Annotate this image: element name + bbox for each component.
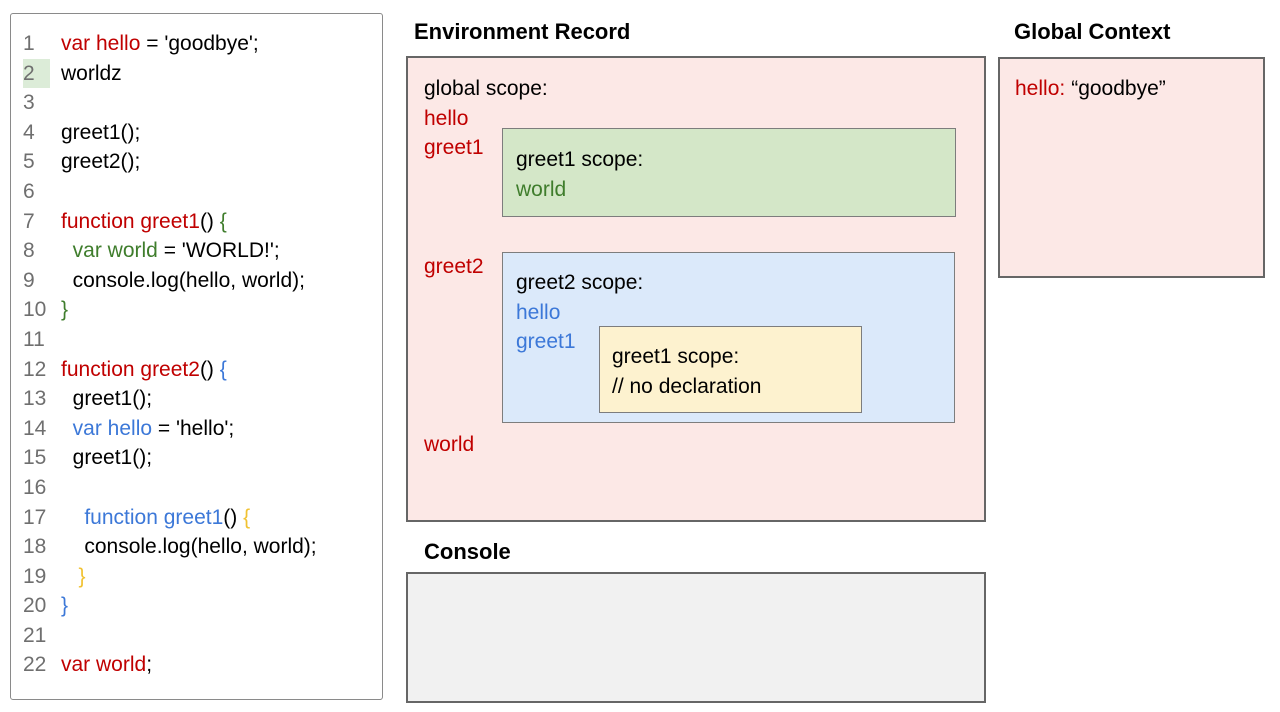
greet1-scope-label: greet1 scope: [516, 148, 644, 171]
code-line: 18 console.log(hello, world); [23, 532, 382, 562]
line-number: 20 [23, 594, 47, 618]
code-editor-panel: 1 var hello = 'goodbye'; 2 worldz 3 4 greet1()… [10, 13, 383, 700]
code-line: 21 [23, 621, 382, 651]
code-line: 19 } [23, 562, 382, 592]
line-number: 6 [23, 179, 35, 203]
line-number: 21 [23, 623, 47, 647]
code-line-text: var hello = 'goodbye'; [61, 32, 259, 55]
console-title: Console [424, 539, 511, 564]
console-output-box [406, 572, 986, 703]
code-line: 22 var world; [23, 650, 382, 680]
greet1-scope-var-world: world [516, 177, 567, 201]
global-context-entry-key: hello: [1015, 77, 1066, 100]
code-line: 2 worldz [23, 58, 382, 89]
greet2-scope-label: greet2 scope: [516, 271, 644, 294]
code-line: 6 [23, 177, 382, 207]
greet1-scope-box: greet1 scope: world [502, 128, 956, 217]
line-number: 12 [23, 357, 47, 381]
code-line: 15 greet1(); [23, 443, 382, 473]
code-line-text: worldz [61, 61, 122, 85]
code-line-text: var hello = 'hello'; [72, 416, 235, 440]
inner-greet1-scope-box: greet1 scope: // no declaration [599, 326, 862, 413]
line-number: 13 [23, 387, 47, 411]
line-number-highlighted: 2 [23, 58, 50, 89]
code-line: 20} [23, 591, 382, 621]
inner-greet1-scope-comment: // no declaration [612, 374, 762, 398]
code-line: 8 var world = 'WORLD!'; [23, 236, 382, 266]
code-line: 12 function greet2() { [23, 355, 382, 385]
global-context-entry: hello: “goodbye” [1015, 74, 1263, 104]
code-line: 4 greet1(); [23, 118, 382, 148]
global-context-title: Global Context [1014, 19, 1171, 44]
line-number: 5 [23, 150, 35, 174]
global-var-hello: hello [424, 106, 469, 130]
global-scope-entries: global scope: hello greet1 [424, 74, 548, 163]
code-line-text: greet1(); [61, 446, 153, 470]
line-number: 4 [23, 120, 35, 144]
code-line-text: } [61, 298, 69, 322]
global-var-greet2: greet2 [424, 255, 484, 278]
code-line-text: function greet2() { [61, 357, 227, 381]
code-line-text: console.log(hello, world); [61, 535, 317, 559]
line-number: 8 [23, 239, 35, 263]
line-number: 18 [23, 535, 47, 559]
global-context-box: hello: “goodbye” [998, 57, 1265, 278]
global-var-greet1: greet1 [424, 136, 484, 160]
greet2-scope-box: greet2 scope: hello greet1 greet1 scope:… [502, 252, 955, 423]
inner-greet1-scope-label: greet1 scope: [612, 345, 740, 368]
line-number: 19 [23, 564, 47, 588]
line-number: 22 [23, 653, 47, 677]
code-line-text: function greet1() { [84, 505, 251, 529]
environment-record-title: Environment Record [414, 19, 631, 44]
line-number: 10 [23, 298, 47, 322]
greet2-scope-var-hello: hello [516, 300, 561, 324]
line-number: 15 [23, 446, 47, 470]
code-line: 11 [23, 325, 382, 355]
code-line: 10} [23, 295, 382, 325]
line-number: 9 [23, 268, 35, 292]
environment-record-box: global scope: hello greet1 greet1 scope:… [406, 56, 986, 522]
code-line: 14 var hello = 'hello'; [23, 414, 382, 444]
code-line: 17 function greet1() { [23, 503, 382, 533]
code-lines: 1 var hello = 'goodbye'; 2 worldz 3 4 greet1()… [23, 29, 382, 680]
line-number: 1 [23, 32, 35, 55]
code-line: 3 [23, 88, 382, 118]
code-line-text: } [78, 564, 86, 588]
global-scope-label: global scope: [424, 77, 548, 100]
greet2-scope-var-greet1: greet1 [516, 330, 576, 354]
code-line-text: } [61, 594, 69, 618]
code-line-text: greet2(); [61, 150, 141, 174]
line-number: 3 [23, 91, 35, 115]
code-line-text: function greet1() { [61, 209, 227, 233]
line-number: 17 [23, 505, 47, 529]
global-var-world: world [424, 433, 475, 456]
code-line-text: greet1(); [61, 120, 141, 144]
line-number: 11 [23, 327, 45, 351]
code-line-text: console.log(hello, world); [61, 268, 305, 292]
global-context-entry-value: “goodbye” [1071, 77, 1166, 100]
code-line: 7 function greet1() { [23, 207, 382, 237]
line-number: 7 [23, 209, 35, 233]
code-line-text: greet1(); [61, 387, 153, 411]
code-line: 5 greet2(); [23, 147, 382, 177]
code-line: 13 greet1(); [23, 384, 382, 414]
code-line: 16 [23, 473, 382, 503]
code-line: 1 var hello = 'goodbye'; [23, 29, 382, 59]
code-line-text: var world = 'WORLD!'; [72, 239, 280, 263]
code-line: 9 console.log(hello, world); [23, 266, 382, 296]
line-number: 14 [23, 416, 47, 440]
code-line-text: var world; [61, 653, 153, 677]
line-number: 16 [23, 475, 47, 499]
